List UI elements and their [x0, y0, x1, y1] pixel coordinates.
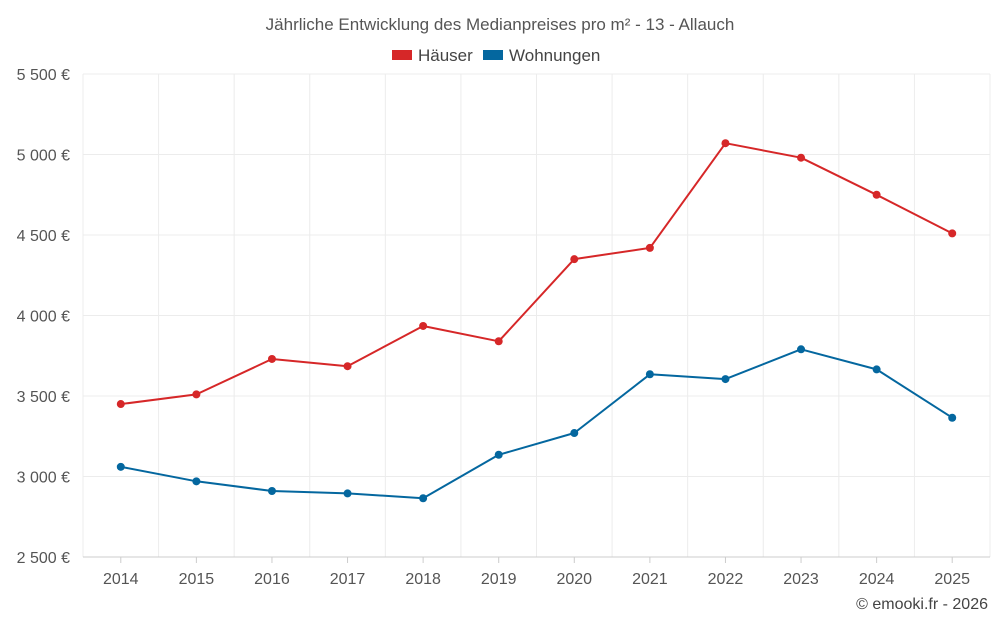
x-tick-label: 2018 [405, 571, 441, 588]
y-tick-label: 4 000 € [17, 309, 70, 326]
series-group [116, 139, 957, 503]
x-axis: 2014 2015 2016 2017 2018 2019 2020 2021 2022 2023… [83, 556, 990, 588]
y-axis: 2 500 € 3 000 € 3 500 € 4 000 € 4 500 € 5 000… [17, 67, 70, 567]
data-point[interactable] [570, 429, 579, 438]
credit-text: © emooki.fr - 2026 [856, 596, 988, 613]
series-0 [116, 139, 957, 409]
series-line [119, 142, 954, 406]
x-tick-label: 2019 [481, 571, 517, 588]
data-point[interactable] [267, 486, 276, 495]
data-point[interactable] [948, 229, 957, 238]
legend-item[interactable]: Häuser [392, 46, 473, 65]
y-tick-label: 5 500 € [17, 67, 70, 84]
data-point[interactable] [116, 462, 125, 471]
legend-label: Häuser [418, 46, 473, 65]
x-tick-label: 2020 [556, 571, 592, 588]
grid [82, 73, 991, 558]
chart-title: Jährliche Entwicklung des Medianpreises … [266, 15, 735, 34]
y-tick-label: 5 000 € [17, 148, 70, 165]
data-point[interactable] [343, 489, 352, 498]
data-point[interactable] [343, 362, 352, 371]
series-line [119, 348, 954, 500]
data-point[interactable] [494, 450, 503, 459]
y-tick-label: 3 500 € [17, 389, 70, 406]
data-point[interactable] [116, 400, 125, 409]
data-point[interactable] [419, 494, 428, 503]
x-tick-label: 2016 [254, 571, 290, 588]
data-point[interactable] [948, 413, 957, 422]
x-tick-label: 2024 [859, 571, 895, 588]
data-point[interactable] [721, 375, 730, 384]
legend-swatch [392, 50, 412, 60]
data-point[interactable] [267, 354, 276, 363]
y-tick-label: 3 000 € [17, 470, 70, 487]
data-point[interactable] [494, 337, 503, 346]
legend-swatch [483, 50, 503, 60]
data-point[interactable] [419, 321, 428, 330]
y-tick-label: 2 500 € [17, 550, 70, 567]
x-tick-label: 2021 [632, 571, 668, 588]
x-tick-label: 2025 [934, 571, 970, 588]
data-point[interactable] [570, 255, 579, 264]
data-point[interactable] [192, 390, 201, 399]
x-tick-label: 2014 [103, 571, 139, 588]
x-tick-label: 2015 [179, 571, 215, 588]
data-point[interactable] [645, 243, 654, 252]
legend: Häuser Wohnungen [392, 46, 600, 65]
legend-label: Wohnungen [509, 46, 600, 65]
x-tick-label: 2022 [708, 571, 744, 588]
data-point[interactable] [872, 365, 881, 374]
data-point[interactable] [797, 153, 806, 162]
series-1 [116, 345, 957, 503]
data-point[interactable] [721, 139, 730, 148]
x-tick-label: 2017 [330, 571, 366, 588]
data-point[interactable] [872, 190, 881, 199]
data-point[interactable] [797, 345, 806, 354]
y-tick-label: 4 500 € [17, 228, 70, 245]
x-tick-label: 2023 [783, 571, 819, 588]
data-point[interactable] [645, 370, 654, 379]
data-point[interactable] [192, 477, 201, 486]
legend-item[interactable]: Wohnungen [483, 46, 600, 65]
